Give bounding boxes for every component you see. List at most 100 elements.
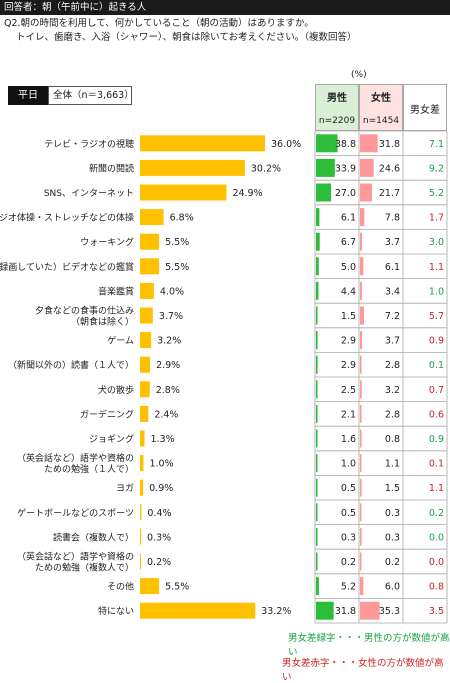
legend-green-note: 男女差緑字・・・男性の方が数値が高い	[288, 633, 450, 658]
category-label: （朝食は除く）	[71, 316, 134, 328]
female-bar	[360, 331, 363, 350]
bar	[140, 602, 256, 619]
female-value-label: 7.2	[385, 311, 400, 322]
diff-value-label: 1.1	[429, 483, 444, 494]
diff-value-label: 0.8	[429, 582, 444, 593]
male-bar	[316, 306, 318, 325]
bar	[140, 258, 160, 275]
category-label: その他	[107, 581, 134, 593]
male-bar	[316, 208, 320, 227]
diff-value-label: 1.1	[429, 262, 444, 273]
bar	[140, 209, 164, 226]
bar	[140, 553, 141, 570]
female-value-label: 3.7	[385, 237, 400, 248]
male-value-label: 2.9	[341, 336, 356, 347]
bar	[140, 135, 265, 152]
diff-value-label: 0.9	[429, 434, 444, 445]
diff-value-label: 0.7	[429, 385, 444, 396]
category-label: ガーデニング	[80, 408, 134, 420]
male-bar	[316, 281, 319, 300]
category-label: （新聞以外の）読書（１人で）	[8, 359, 134, 371]
male-bar	[316, 183, 331, 202]
female-column-header: 女性 n=1454	[359, 84, 403, 131]
bar-value-label: 6.8%	[170, 213, 194, 224]
female-value-label: 31.8	[379, 139, 400, 150]
category-label: 夕食などの食事の仕込み	[35, 305, 134, 317]
male-bar	[316, 232, 320, 251]
category-label: 特にない	[98, 605, 134, 617]
male-bar	[316, 257, 319, 276]
female-bar	[360, 183, 373, 202]
male-value-label: 33.9	[335, 163, 356, 174]
bar-value-label: 5.5%	[165, 582, 189, 593]
bar-value-label: 5.5%	[165, 237, 189, 248]
bar-value-label: 33.2%	[261, 606, 291, 617]
female-bar	[360, 281, 362, 300]
bar	[140, 528, 142, 545]
female-bar	[360, 454, 362, 473]
bar	[140, 159, 245, 176]
category-label: 読書会（複数人で）	[53, 531, 134, 543]
male-column-n: n=2209	[318, 116, 356, 126]
male-bar	[316, 429, 318, 448]
category-label: ジョギング	[89, 433, 134, 445]
male-value-label: 0.2	[341, 557, 356, 568]
male-value-label: 1.5	[341, 311, 356, 322]
male-value-label: 2.5	[341, 385, 356, 396]
female-bar	[360, 404, 362, 423]
female-bar	[360, 503, 362, 522]
category-label: ゲートボールなどのスポーツ	[17, 507, 134, 519]
bar	[140, 381, 150, 398]
bar-value-label: 5.5%	[165, 262, 189, 273]
diff-value-label: 3.5	[429, 606, 444, 617]
male-value-label: 27.0	[335, 188, 356, 199]
bar	[140, 504, 142, 521]
bar-value-label: 4.0%	[160, 286, 184, 297]
female-value-label: 21.7	[379, 188, 400, 199]
male-bar	[316, 380, 318, 399]
diff-value-label: 0.0	[429, 532, 444, 543]
bar-value-label: 0.3%	[147, 532, 171, 543]
male-value-label: 5.2	[341, 582, 356, 593]
female-value-label: 0.2	[385, 557, 400, 568]
diff-value-label: 9.2	[429, 163, 444, 174]
male-bar	[316, 552, 318, 571]
male-bar	[316, 158, 335, 177]
female-bar	[360, 306, 364, 325]
bar	[140, 282, 154, 299]
weekday-label: 平日	[8, 86, 48, 105]
male-bar	[316, 577, 319, 596]
bar	[140, 578, 160, 595]
female-value-label: 3.7	[385, 336, 400, 347]
category-label: テレビ・ラジオの視聴	[44, 138, 134, 150]
bar-value-label: 2.4%	[154, 409, 178, 420]
bar-value-label: 36.0%	[271, 139, 301, 150]
female-bar	[360, 134, 378, 153]
female-column-n: n=1454	[362, 116, 400, 126]
bar-value-label: 30.2%	[251, 163, 281, 174]
bar	[140, 307, 153, 324]
diff-value-label: 0.2	[429, 508, 444, 519]
female-value-label: 2.8	[385, 409, 400, 420]
diff-value-label: 0.6	[429, 409, 444, 420]
male-value-label: 0.5	[341, 483, 356, 494]
male-value-label: 31.8	[335, 606, 356, 617]
male-value-label: 4.4	[341, 286, 356, 297]
male-bar	[316, 503, 318, 522]
diff-value-label: 0.9	[429, 336, 444, 347]
category-label: ゲーム	[107, 335, 134, 347]
bar-value-label: 3.2%	[157, 336, 181, 347]
bar	[140, 479, 144, 496]
female-value-label: 1.1	[385, 459, 400, 470]
female-bar	[360, 257, 364, 276]
male-bar	[316, 478, 318, 497]
category-label: ラジオ体操・ストレッチなどの体操	[0, 212, 134, 224]
diff-value-label: 5.7	[429, 311, 444, 322]
male-bar	[316, 454, 318, 473]
male-bar	[316, 601, 334, 620]
diff-value-label: 1.7	[429, 213, 444, 224]
bar-value-label: 0.2%	[147, 557, 171, 568]
female-value-label: 35.3	[379, 606, 400, 617]
male-value-label: 38.8	[335, 139, 356, 150]
